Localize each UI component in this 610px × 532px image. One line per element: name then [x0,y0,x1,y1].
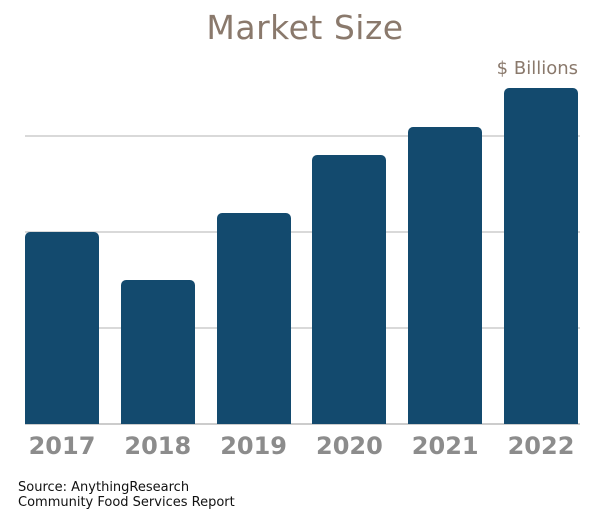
plot-area [25,72,580,425]
x-axis-label-2017: 2017 [28,432,96,460]
chart-title: Market Size [206,8,404,47]
x-axis-label-2020: 2020 [315,432,383,460]
x-axis-label-2022: 2022 [507,432,575,460]
source-attribution: Source: AnythingResearch Community Food … [18,480,235,510]
bar-2022 [504,88,578,424]
x-axis-labels: 2017 2018 2019 2020 2021 2022 [25,432,580,466]
bar-2021 [408,127,483,424]
y-axis-unit-label: $ Billions [496,58,578,79]
bar-2018 [120,280,195,424]
source-line-1: Source: AnythingResearch [18,480,190,495]
x-axis-label-2019: 2019 [220,432,287,460]
source-line-2: Community Food Services Report [18,495,235,510]
x-axis-label-2018: 2018 [124,432,192,460]
gridline [25,327,580,330]
gridline [25,135,580,138]
bar-2017 [25,232,99,424]
bar-2019 [216,213,291,424]
x-axis-line [25,423,580,425]
gridline [25,231,580,234]
bar-2020 [312,155,387,424]
x-axis-label-2021: 2021 [411,432,479,460]
